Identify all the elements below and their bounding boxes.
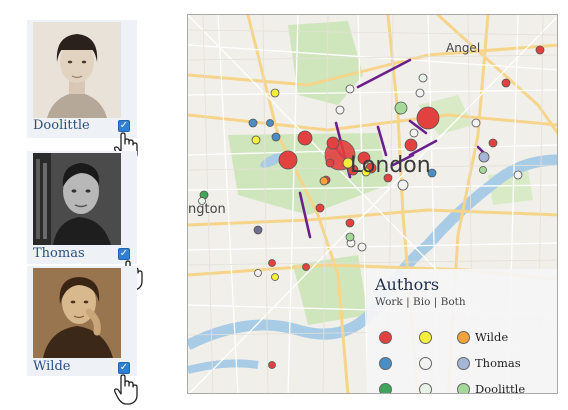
map-label-london: London [350,153,431,178]
legend-dot-bio [419,331,432,344]
author-name-doolittle: Doolittle [33,118,90,133]
legend-row-wilde: Wilde [367,330,557,345]
pointer-hand-icon [114,374,138,405]
author-name-wilde: Wilde [33,359,71,374]
doolittle-checkbox[interactable]: ✓ [118,120,130,132]
legend-label-thomas: Thomas [475,356,521,370]
map-label-angel: Angel [446,41,481,55]
author-card-wilde: Wilde [27,266,137,376]
legend-dot-both [457,357,470,370]
legend-dot-bio [419,357,432,370]
london-map[interactable]: Angel London ngton Authors Work | Bio | … [187,14,558,394]
legend-dot-work [379,357,392,370]
author-card-doolittle: Doolittle [27,20,137,138]
wilde-checkbox[interactable]: ✓ [118,362,130,374]
author-card-thomas: Thomas [27,151,137,264]
legend-dot-work [379,331,392,344]
legend-subtitle: Work | Bio | Both [375,296,466,308]
thomas-checkbox[interactable]: ✓ [118,248,130,260]
author-name-thomas: Thomas [33,246,85,261]
author-markers [198,45,545,369]
map-basemap [188,15,557,393]
legend-row-thomas: Thomas [367,356,557,371]
legend-dot-both [457,331,470,344]
thomas-portrait [33,153,121,245]
legend-row-doolittle: Doolittle [367,382,557,394]
legend-dot-both [457,383,470,393]
authors-legend: Authors Work | Bio | Both Wilde Thomas D… [367,269,557,394]
map-label-paddington: ngton [188,202,226,217]
legend-label-doolittle: Doolittle [475,382,526,394]
doolittle-portrait [33,22,121,118]
legend-title: Authors [375,275,440,294]
wilde-portrait [33,268,121,358]
legend-dot-bio [419,383,432,393]
legend-dot-work [379,383,392,393]
legend-label-wilde: Wilde [475,330,509,344]
